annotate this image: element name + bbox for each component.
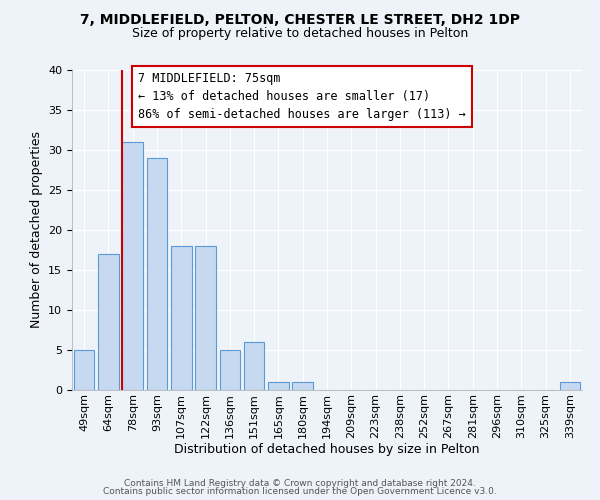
Bar (171, 246, 191, 390)
Bar (244, 342, 265, 390)
Text: 7, MIDDLEFIELD, PELTON, CHESTER LE STREET, DH2 1DP: 7, MIDDLEFIELD, PELTON, CHESTER LE STREE… (80, 12, 520, 26)
Bar (146, 158, 167, 390)
Bar (220, 350, 240, 390)
X-axis label: Distribution of detached houses by size in Pelton: Distribution of detached houses by size … (174, 444, 480, 456)
Bar (98, 254, 119, 390)
Bar (560, 382, 580, 390)
Y-axis label: Number of detached properties: Number of detached properties (29, 132, 43, 328)
Bar (292, 382, 313, 390)
Bar (122, 142, 143, 390)
Text: 7 MIDDLEFIELD: 75sqm
← 13% of detached houses are smaller (17)
86% of semi-detac: 7 MIDDLEFIELD: 75sqm ← 13% of detached h… (139, 72, 466, 120)
Bar (268, 382, 289, 390)
Text: Contains public sector information licensed under the Open Government Licence v3: Contains public sector information licen… (103, 487, 497, 496)
Text: Size of property relative to detached houses in Pelton: Size of property relative to detached ho… (132, 28, 468, 40)
Bar (74, 350, 94, 390)
Bar (195, 246, 216, 390)
Text: Contains HM Land Registry data © Crown copyright and database right 2024.: Contains HM Land Registry data © Crown c… (124, 478, 476, 488)
